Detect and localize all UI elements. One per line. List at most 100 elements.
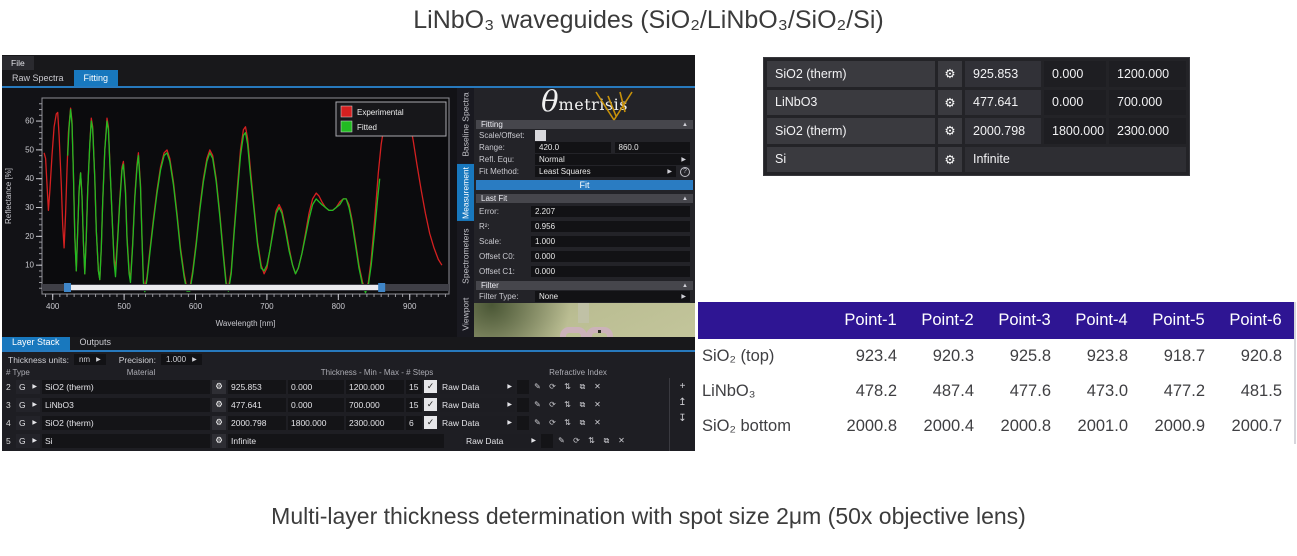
y-tick-label: 10: [25, 261, 34, 270]
gear-icon[interactable]: ⚙: [938, 118, 962, 144]
copy-icon[interactable]: ⧉: [579, 417, 586, 427]
precision-dropdown[interactable]: 1.000 ▶: [161, 354, 202, 365]
edit-icon[interactable]: ✎: [534, 382, 541, 391]
import-icon[interactable]: ↥: [678, 397, 687, 408]
side-tab-measurement[interactable]: Measurement: [457, 163, 474, 221]
delete-icon[interactable]: ✕: [594, 418, 601, 427]
steps-value[interactable]: 15: [406, 397, 422, 412]
fit-method-dropdown[interactable]: Least Squares ▶: [535, 166, 676, 178]
plot-canvas[interactable]: 400 500 600 700 800 900 10 20 30 40 50 60 Wavelength…: [2, 88, 457, 337]
spectrum-chart[interactable]: 400 500 600 700 800 900 10 20 30 40 50 60 Wavelength…: [2, 88, 457, 335]
gear-icon[interactable]: ⚙: [938, 146, 962, 172]
units-dropdown[interactable]: nm ▶: [73, 354, 106, 365]
refresh-icon[interactable]: ⟳: [549, 418, 556, 427]
gear-icon[interactable]: ⚙: [212, 397, 226, 412]
tab-layer-stack[interactable]: Layer Stack: [2, 334, 70, 350]
fit-checkbox[interactable]: ✓: [424, 380, 437, 393]
layer-type-dropdown[interactable]: G ▶: [16, 397, 40, 412]
fit-button[interactable]: Fit: [476, 180, 693, 191]
section-filter-header[interactable]: Filter ▲: [476, 281, 693, 291]
material-name[interactable]: SiO2 (therm): [42, 379, 210, 394]
material-name[interactable]: Si: [42, 433, 210, 448]
refl-equ-dropdown[interactable]: Normal ▶: [535, 154, 690, 166]
chevron-right-icon: ▶: [507, 402, 512, 408]
refresh-icon[interactable]: ⟳: [573, 436, 580, 445]
side-tab-baseline-spectra[interactable]: Baseline Spectra: [460, 92, 471, 157]
sort-icon[interactable]: ⇅: [564, 418, 571, 427]
collapse-icon[interactable]: ▲: [682, 195, 688, 202]
thickness-value[interactable]: 925.853: [228, 379, 286, 394]
microscope-camera-view[interactable]: [474, 303, 695, 337]
thickness-value[interactable]: Infinite: [228, 433, 444, 448]
collapse-icon[interactable]: ▲: [682, 282, 688, 289]
layer-type-dropdown[interactable]: G ▶: [16, 379, 40, 394]
ri-extra-field[interactable]: [517, 397, 529, 412]
copy-icon[interactable]: ⧉: [603, 435, 610, 445]
thickness-value[interactable]: 2000.798: [228, 415, 286, 430]
section-last-fit-header[interactable]: Last Fit ▲: [476, 194, 693, 204]
fit-checkbox[interactable]: ✓: [424, 416, 437, 429]
gear-icon[interactable]: ⚙: [938, 89, 962, 115]
results-value: 918.7: [1163, 347, 1205, 365]
edit-icon[interactable]: ✎: [558, 436, 565, 445]
refresh-icon[interactable]: ⟳: [549, 400, 556, 409]
ri-extra-field[interactable]: [517, 415, 529, 430]
delete-icon[interactable]: ✕: [594, 400, 601, 409]
refresh-icon[interactable]: ⟳: [549, 382, 556, 391]
thickness-value[interactable]: 477.641: [228, 397, 286, 412]
section-fitting-header[interactable]: Fitting ▲: [476, 120, 693, 130]
scale-offset-checkbox[interactable]: [535, 130, 546, 142]
max-value[interactable]: 1200.000: [346, 379, 404, 394]
side-tab-spectrometers[interactable]: Spectrometers: [460, 228, 471, 284]
range-max-input[interactable]: 860.0: [614, 142, 690, 154]
range-slider-handle-right[interactable]: [378, 283, 386, 292]
layer-row: 2 G ▶ SiO2 (therm) ⚙ 925.853 0.000 1200.000 15 ✓ R…: [2, 378, 669, 395]
gear-icon[interactable]: ⚙: [212, 379, 226, 394]
filter-type-dropdown[interactable]: None ▶: [535, 291, 690, 303]
layer-type-dropdown[interactable]: G ▶: [16, 415, 40, 430]
delete-icon[interactable]: ✕: [594, 382, 601, 391]
gear-icon[interactable]: ⚙: [212, 433, 226, 448]
side-tab-viewport[interactable]: Viewport: [460, 297, 471, 331]
refractive-index-dropdown[interactable]: Raw Data ▶: [439, 379, 515, 394]
ri-extra-field[interactable]: [541, 433, 553, 448]
range-slider-bar[interactable]: [66, 285, 382, 290]
tab-raw-spectra[interactable]: Raw Spectra: [12, 73, 64, 83]
material-name[interactable]: LiNbO3: [42, 397, 210, 412]
fit-checkbox[interactable]: ✓: [424, 398, 437, 411]
gear-icon[interactable]: ⚙: [212, 415, 226, 430]
layer-type-dropdown[interactable]: G ▶: [16, 433, 40, 448]
page-caption: Multi-layer thickness determination with…: [271, 503, 1026, 529]
steps-value[interactable]: 6: [406, 415, 422, 430]
max-value[interactable]: 700.000: [346, 397, 404, 412]
range-slider-handle-left[interactable]: [63, 283, 71, 292]
range-min-input[interactable]: 420.0: [535, 142, 611, 154]
chevron-right-icon: ▶: [32, 438, 37, 444]
material-name[interactable]: SiO2 (therm): [42, 415, 210, 430]
gear-icon[interactable]: ⚙: [938, 61, 962, 87]
tab-fitting[interactable]: Fitting: [73, 70, 119, 86]
delete-icon[interactable]: ✕: [618, 436, 625, 445]
add-layer-button[interactable]: +: [679, 381, 686, 392]
min-value[interactable]: 0.000: [288, 397, 344, 412]
sort-icon[interactable]: ⇅: [564, 382, 571, 391]
ri-extra-field[interactable]: [517, 379, 529, 394]
min-value[interactable]: 1800.000: [288, 415, 344, 430]
refractive-index-dropdown[interactable]: Raw Data ▶: [439, 397, 515, 412]
max-value[interactable]: 2300.000: [346, 415, 404, 430]
help-icon[interactable]: ?: [680, 166, 690, 177]
export-icon[interactable]: ↧: [678, 413, 687, 424]
min-value[interactable]: 0.000: [288, 379, 344, 394]
edit-icon[interactable]: ✎: [534, 418, 541, 427]
sort-icon[interactable]: ⇅: [588, 436, 595, 445]
steps-value[interactable]: 15: [406, 379, 422, 394]
edit-icon[interactable]: ✎: [534, 400, 541, 409]
refractive-index-dropdown[interactable]: Raw Data ▶: [463, 433, 539, 448]
refractive-index-dropdown[interactable]: Raw Data ▶: [439, 415, 515, 430]
tab-outputs[interactable]: Outputs: [79, 337, 112, 347]
copy-icon[interactable]: ⧉: [579, 381, 586, 391]
menu-file[interactable]: File: [2, 56, 34, 70]
sort-icon[interactable]: ⇅: [564, 400, 571, 409]
copy-icon[interactable]: ⧉: [579, 399, 586, 409]
collapse-icon[interactable]: ▲: [682, 121, 688, 128]
